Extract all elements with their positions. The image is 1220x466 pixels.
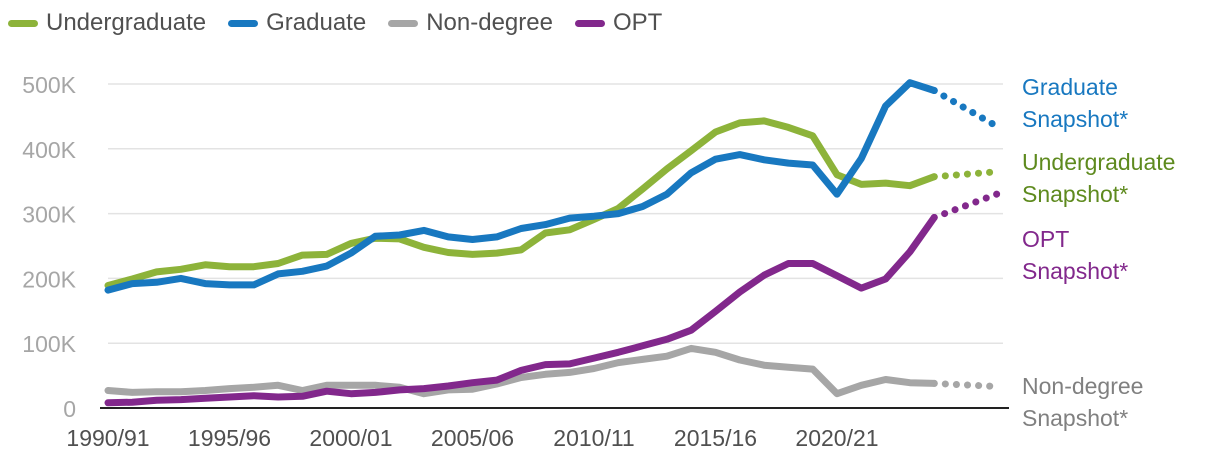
legend-swatch-undergraduate (8, 19, 38, 27)
series-line-graduate (104, 79, 938, 294)
snapshot-dotted-line-undergraduate (930, 168, 1004, 181)
x-tick-label: 2015/16 (674, 425, 757, 451)
legend-item-opt: OPT (574, 9, 663, 37)
snapshot-dotted-line-opt (930, 189, 1004, 221)
x-tick-label: 2010/11 (553, 425, 634, 451)
legend-item-non-degree: Non-degree (388, 9, 553, 37)
y-tick-label: 300K (22, 202, 76, 228)
series-line-opt (104, 214, 938, 407)
y-tick-label: 0 (63, 396, 76, 422)
series-line-undergraduate (104, 117, 938, 289)
y-tick-label: 100K (22, 331, 76, 357)
y-tick-label: 400K (22, 137, 76, 163)
snapshot-label-undergraduate: Undergraduate Snapshot* (1022, 149, 1175, 207)
y-tick-label: 200K (22, 266, 76, 292)
legend-label-undergraduate: Undergraduate (46, 9, 207, 36)
legend-item-graduate: Graduate (228, 9, 366, 37)
x-tick-label: 2020/21 (795, 425, 878, 451)
legend-item-undergraduate: Undergraduate (8, 9, 206, 37)
legend-label-non-degree: Non-degree (426, 9, 553, 36)
snapshot-label-graduate: Graduate Snapshot* (1022, 74, 1128, 132)
legend: Undergraduate Graduate Non-degree OPT (8, 6, 684, 40)
snapshot-label-non-degree: Non-degree Snapshot* (1022, 373, 1143, 431)
legend-swatch-non-degree (388, 19, 419, 27)
legend-label-graduate: Graduate (266, 9, 367, 36)
snapshot-dotted-line-non-degree (930, 379, 1004, 391)
series-line-non-degree (104, 344, 938, 398)
y-tick-label: 500K (22, 72, 76, 98)
x-tick-label: 1995/96 (188, 425, 271, 451)
x-tick-label: 2000/01 (309, 425, 392, 451)
x-tick-label: 2005/06 (431, 425, 514, 451)
legend-swatch-graduate (228, 19, 259, 27)
x-tick-label: 1990/91 (66, 425, 149, 451)
legend-swatch-opt (574, 19, 605, 27)
legend-label-opt: OPT (612, 9, 663, 36)
snapshot-dotted-line-graduate (930, 87, 1004, 132)
snapshot-label-opt: OPT Snapshot* (1022, 226, 1128, 284)
